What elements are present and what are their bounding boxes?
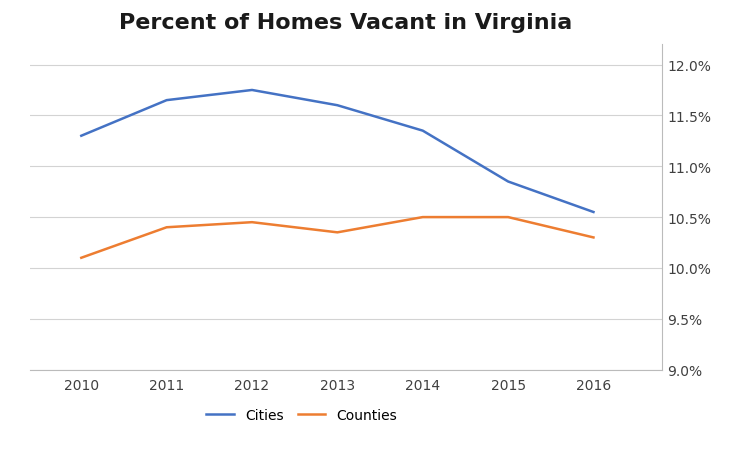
- Cities: [504, 179, 513, 185]
- Cities: [333, 103, 342, 109]
- Cities: [77, 133, 86, 139]
- Legend: Cities, Counties: Cities, Counties: [201, 403, 403, 428]
- Cities: [162, 98, 171, 104]
- Counties: [333, 230, 342, 235]
- Counties: [247, 220, 256, 226]
- Line: Counties: Counties: [81, 218, 593, 258]
- Counties: [504, 215, 513, 221]
- Counties: [77, 255, 86, 261]
- Counties: [589, 235, 598, 241]
- Counties: [418, 215, 427, 221]
- Cities: [589, 210, 598, 215]
- Line: Cities: Cities: [81, 91, 593, 212]
- Cities: [418, 129, 427, 134]
- Counties: [162, 225, 171, 230]
- Title: Percent of Homes Vacant in Virginia: Percent of Homes Vacant in Virginia: [120, 13, 572, 32]
- Cities: [247, 88, 256, 93]
